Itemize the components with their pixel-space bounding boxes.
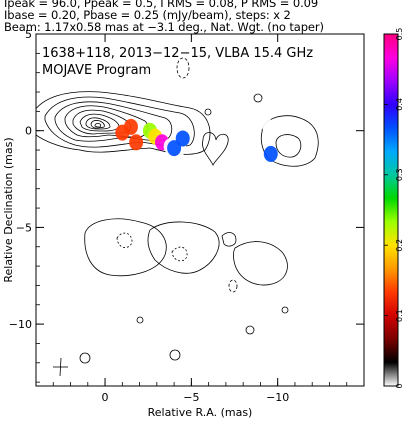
y-axis-label: Relative Declination (mas) bbox=[2, 137, 15, 282]
polarization-patch bbox=[256, 113, 271, 130]
contour-southern-east bbox=[147, 221, 220, 274]
colorbar-tick-label: 0.3 bbox=[395, 168, 404, 181]
contour-level-9 bbox=[94, 122, 102, 128]
contour-outer-component bbox=[260, 115, 319, 167]
contour-knot bbox=[202, 132, 229, 167]
plot-title: 1638+118, 2013−12−15, VLBA 15.4 GHz bbox=[42, 46, 313, 61]
colorbar-tick-label: 0.5 bbox=[395, 28, 404, 41]
y-tick-label: −5 bbox=[16, 221, 32, 234]
y-tick-label: 5 bbox=[25, 28, 32, 41]
contour-small-patch bbox=[221, 232, 237, 247]
contour-speck bbox=[204, 108, 212, 116]
contour-southern-tail bbox=[233, 241, 288, 286]
colorbar bbox=[383, 33, 399, 387]
x-axis-label: Relative R.A. (mas) bbox=[148, 406, 253, 419]
beam-marker bbox=[53, 357, 68, 377]
polarization-patch bbox=[167, 140, 182, 157]
y-axis-ticks: 5 0 −5 −10 bbox=[9, 28, 364, 383]
header-beam-line: Beam: 1.17x0.58 mas at −3.1 deg., Nat. W… bbox=[4, 20, 324, 34]
contour-speck bbox=[245, 325, 255, 335]
contour-speck bbox=[253, 93, 263, 103]
contour-level-8 bbox=[90, 120, 105, 129]
contour-speck bbox=[136, 316, 144, 324]
colorbar-tick-label: 0 bbox=[395, 383, 404, 388]
colorbar-tick-label: 0.2 bbox=[395, 239, 404, 252]
colorbar-tick-label: 0.4 bbox=[395, 98, 404, 111]
contour-dashed-blob bbox=[176, 57, 190, 79]
contour-layer bbox=[36, 57, 319, 364]
contour-level-2 bbox=[44, 96, 195, 148]
polarization-patch bbox=[123, 118, 138, 135]
y-tick-label: −10 bbox=[9, 318, 32, 331]
polarization-layer bbox=[115, 113, 278, 162]
contour-hatch-a bbox=[116, 232, 133, 248]
polarization-patch bbox=[175, 130, 190, 147]
contour-speck bbox=[79, 352, 91, 364]
contour-level-7 bbox=[85, 117, 111, 130]
contour-hatch-b bbox=[171, 246, 188, 262]
y-tick-label: 0 bbox=[25, 125, 32, 138]
x-axis-ticks: 0 −5 −10 bbox=[35, 34, 365, 404]
x-tick-label: 0 bbox=[102, 391, 109, 404]
x-tick-label: −5 bbox=[183, 391, 199, 404]
contour-speck bbox=[281, 306, 289, 314]
x-tick-label: −10 bbox=[266, 391, 289, 404]
colorbar-tick-label: 0.1 bbox=[395, 309, 404, 322]
plot-subtitle: MOJAVE Program bbox=[42, 63, 151, 78]
contour-level-1 bbox=[36, 91, 211, 155]
contour-dashed-blob bbox=[228, 279, 238, 293]
polarization-patch bbox=[129, 134, 144, 151]
header-peak-line: Ipeak = 96.0, Ppeak = 0.5, I RMS = 0.08,… bbox=[4, 0, 319, 10]
contour-southern-west bbox=[84, 218, 167, 277]
colorbar-ticks: 0 0.1 0.2 0.3 0.4 0.5 bbox=[384, 28, 404, 389]
contour-outer-inner bbox=[275, 134, 302, 158]
plot-frame bbox=[35, 33, 365, 387]
header-base-line: Ibase = 0.20, Pbase = 0.25 (mJy/beam), s… bbox=[4, 8, 291, 22]
contour-speck bbox=[169, 349, 181, 361]
polarization-patch bbox=[263, 145, 278, 162]
